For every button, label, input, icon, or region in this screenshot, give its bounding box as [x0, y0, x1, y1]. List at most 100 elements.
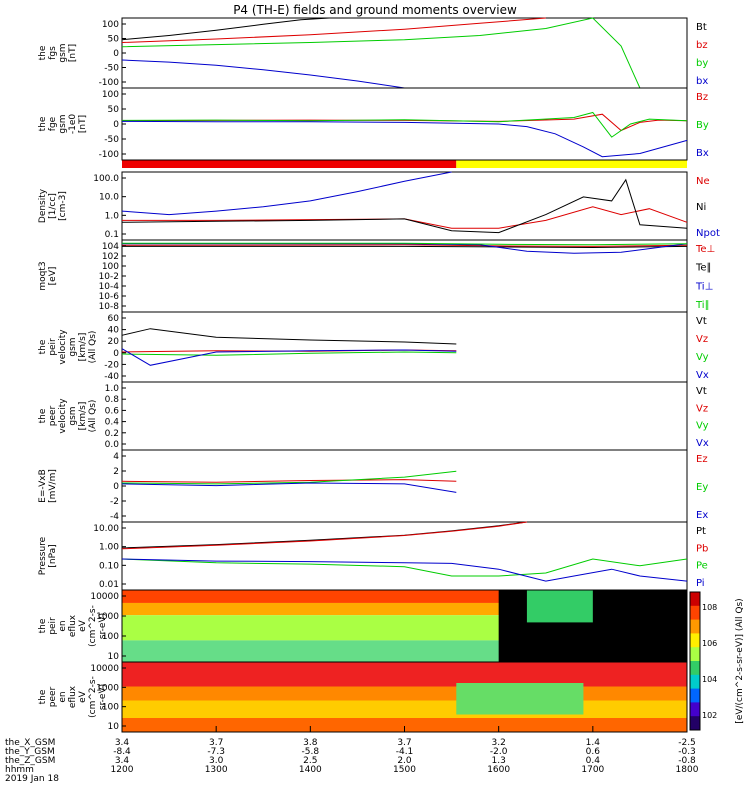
ytick-label: 100.0 [93, 174, 119, 184]
ytick-label: 100 [102, 703, 119, 713]
ytick-label: 100 [102, 90, 119, 100]
ephem-value: 3.4 [115, 756, 130, 766]
ephem-label-the_Z_GSM: the_Z_GSM [5, 756, 55, 766]
series-pressure-Pb [121, 521, 527, 550]
panel-ylabel-line: sr-eV) [98, 684, 108, 710]
ytick-label: 0.01 [99, 580, 119, 590]
series-efield-Ez [121, 479, 457, 483]
ytick-label: 1000 [96, 612, 119, 622]
ytick-label: -50 [104, 135, 119, 145]
series-pressure-Pi [121, 558, 688, 582]
panel-ylabel-line: the [38, 408, 48, 423]
series-density-Npot [121, 171, 452, 216]
spectrogram-band [122, 700, 687, 718]
panel-ylabel-line: peer [48, 686, 58, 707]
ephem-label-the_Y_GSM: the_Y_GSM [5, 747, 55, 757]
ytick-label: 0.0 [105, 440, 120, 450]
panel-ylabel-line: gsm [68, 406, 78, 425]
colorbar-segment [690, 716, 700, 731]
colorbar-segment [690, 605, 700, 621]
ytick-label: 0 [113, 49, 119, 59]
panel-ylabel-line: [mV/m] [48, 469, 58, 503]
panel-ylabel-line: eflux [68, 614, 78, 637]
ephem-value: 1200 [111, 765, 134, 775]
panel-frame [121, 17, 688, 89]
ephem-value: 1800 [676, 765, 699, 775]
ephem-label-the_X_GSM: the_X_GSM [5, 738, 55, 748]
series-fge-By [121, 111, 688, 138]
ephem-value: 3.7 [209, 738, 223, 748]
panel-ylabel-line: the [38, 689, 48, 704]
ytick-label: 102 [102, 252, 119, 262]
ephem-value: -0.8 [678, 756, 696, 766]
ytick-label: -20 [104, 360, 119, 370]
ephem-value: -5.8 [302, 747, 320, 757]
ephem-value: 3.0 [209, 756, 224, 766]
legend-pressure-Pe: Pe [696, 561, 708, 572]
ephem-value: 3.2 [492, 738, 506, 748]
panel-peir_spec: the peir en eflux eV (cm^2-s-sr-eV) 10000 1000 1… [38, 589, 688, 663]
colorbar-segment [690, 674, 700, 690]
ephem-value: -0.3 [678, 747, 696, 757]
legend-temperature-Ti∥: Ti∥ [695, 300, 710, 311]
panel-frame [121, 311, 688, 383]
colorbar-segment [690, 702, 700, 717]
ephem-value: 3.7 [397, 738, 411, 748]
ytick-label: 1000 [96, 683, 119, 693]
panel-ylabel-line: [nPa] [48, 544, 58, 567]
series-efield-Ey [121, 470, 457, 485]
ephem-value: 0.4 [586, 756, 601, 766]
legend-density-Ne: Ne [696, 176, 710, 187]
colorbar-segment [690, 647, 700, 662]
panel-ylabel-line: peir [48, 617, 58, 635]
ytick-label: 0.10 [99, 561, 119, 571]
series-fgs-Bt [121, 17, 330, 41]
panel-frame [121, 521, 688, 591]
series-fgs-bx [121, 59, 405, 89]
legend-fgs-bx: bx [696, 76, 708, 87]
panel-ylabel-line: (cm^2-s- [88, 676, 98, 718]
ytick-label: 10.0 [99, 193, 119, 203]
ytick-label: 10 [108, 722, 120, 732]
panel-ylabel-line: (cm^2-s- [88, 605, 98, 647]
panel-ylabel-line: gsm [58, 114, 68, 133]
ytick-label: 10 [108, 652, 120, 662]
ytick-label: -40 [104, 372, 119, 382]
spectrogram-band [122, 718, 687, 732]
panel-pressure: Pressure [nPa] 10.00 1.00 0.10 0.01 Pt Pb Pe Pi [38, 521, 708, 591]
legend-fge-Bz: Bz [696, 92, 708, 103]
ytick-label: -4 [110, 512, 119, 522]
ephemeris-axis: the_X_GSM 3.4 3.7 3.8 3.7 3.2 1.4 -2.5 the_Y_GSM… [5, 726, 699, 784]
panel-ylabel-line: [nT] [68, 44, 78, 62]
ephem-value: 2.0 [397, 756, 412, 766]
panel-ylabel-line: [km/s] [78, 333, 88, 362]
panel-ylabel-line: the [38, 618, 48, 633]
panel-ylabel-line: velocity [58, 398, 68, 434]
panel-ylabel-line: en [58, 620, 68, 631]
legend-fgs-by: by [696, 58, 708, 69]
ytick-label: 100 [102, 20, 119, 30]
panel-ylabel-line: Pressure [38, 536, 48, 575]
ytick-label: 1.00 [99, 543, 119, 553]
ephem-value: 1.3 [492, 756, 506, 766]
colorbar-tick: 108 [702, 603, 717, 612]
ytick-label: 4 [113, 452, 119, 462]
ytick-label: 1.0 [105, 384, 120, 394]
ytick-label: 10.00 [93, 524, 119, 534]
ytick-label: 10-6 [99, 292, 120, 302]
legend-peer_velocity-Vy: Vy [696, 421, 709, 432]
colorbar-tick: 104 [702, 675, 717, 684]
ytick-label: 100 [102, 632, 119, 642]
ephem-value: -4.1 [396, 747, 414, 757]
panel-ylabel-line: gsm [68, 337, 78, 356]
panel-ylabel-line: fge [48, 116, 58, 131]
series-peir_velocity-Vy [121, 351, 457, 356]
panel-ylabel-line: Density [38, 188, 48, 223]
ephem-value: 1.4 [586, 738, 601, 748]
spectrogram-band [122, 686, 687, 701]
ytick-label: 1.0 [105, 211, 120, 221]
colorbar-tick: 102 [702, 711, 717, 720]
ephem-value: 3.8 [303, 738, 318, 748]
legend-pressure-Pi: Pi [696, 578, 705, 589]
